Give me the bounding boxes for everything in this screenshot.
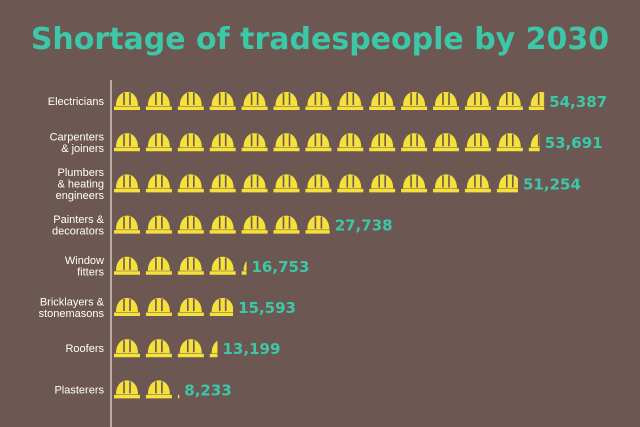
hard-hat-icon: [337, 133, 364, 152]
chart-row: Plumbers & heating engineers 51,254: [56, 167, 581, 202]
hard-hat-icon: [305, 215, 330, 234]
hard-hat-icon: [241, 133, 268, 152]
hard-hat-icon: [401, 133, 428, 152]
hard-hat-icon: [145, 133, 172, 152]
hard-hat-icon: [433, 133, 459, 152]
hard-hat-icon: [177, 92, 204, 110]
category-label: Window fitters: [65, 255, 105, 279]
hard-hat-icon: [369, 92, 396, 110]
hard-hat-icon: [337, 92, 364, 110]
hard-hat-icon: [114, 215, 140, 234]
category-label: Plumbers & heating engineers: [56, 167, 105, 202]
hard-hat-icon: [305, 133, 332, 152]
hard-hat-icon: [145, 174, 172, 193]
hard-hat-icon: [177, 394, 180, 399]
hard-hat-icon: [273, 92, 300, 110]
chart-row: Electricians 54,387: [48, 92, 607, 111]
hard-hat-icon: [145, 256, 172, 275]
chart-row: Carpenters & joiners 53,691: [50, 131, 603, 155]
hard-hat-icon: [241, 174, 268, 193]
hard-hat-icon: [177, 174, 204, 193]
hard-hat-icon: [177, 256, 204, 275]
value-label: 15,593: [238, 299, 296, 317]
category-label: Electricians: [48, 96, 105, 108]
hard-hat-icon: [369, 133, 396, 152]
hard-hat-icon: [464, 174, 491, 193]
hard-hat-icon: [464, 92, 491, 110]
chart-title: Shortage of tradespeople by 2030: [30, 22, 610, 57]
value-label: 51,254: [523, 175, 581, 193]
value-label: 54,387: [549, 93, 607, 111]
hard-hat-icon: [145, 92, 172, 110]
value-label: 53,691: [545, 134, 603, 152]
hard-hat-icon: [177, 215, 204, 234]
hard-hat-icon: [209, 298, 234, 316]
hard-hat-icon: [177, 133, 204, 152]
hard-hat-icon: [114, 92, 140, 110]
hard-hat-icon: [209, 256, 236, 275]
hard-hat-icon: [209, 174, 236, 193]
chart-row: Painters & decorators 27,738: [52, 214, 393, 238]
hard-hat-icon: [273, 215, 300, 234]
hard-hat-icon: [337, 174, 364, 193]
value-label: 13,199: [223, 340, 281, 358]
hard-hat-icon: [273, 133, 300, 152]
hard-hat-icon: [145, 298, 172, 316]
hard-hat-icon: [114, 174, 140, 193]
chart-row: Plasterers 8,233: [54, 380, 232, 399]
category-label: Plasterers: [54, 384, 104, 396]
hard-hat-icon: [114, 298, 140, 316]
value-label: 8,233: [184, 381, 231, 399]
category-label: Bricklayers & stonemasons: [39, 296, 105, 320]
hard-hat-icon: [369, 174, 396, 193]
hard-hat-icon: [496, 174, 518, 193]
hard-hat-icon: [528, 133, 540, 152]
hard-hat-icon: [114, 380, 140, 399]
category-label: Painters & decorators: [52, 214, 105, 238]
chart-row: Window fitters 16,753: [65, 255, 310, 279]
hard-hat-icon: [114, 133, 140, 152]
hard-hat-icon: [177, 298, 204, 316]
hard-hat-icon: [145, 215, 172, 234]
hard-hat-icon: [401, 174, 428, 193]
hard-hat-icon: [496, 92, 523, 110]
chart-row: Bricklayers & stonemasons 15,593: [39, 296, 296, 320]
hard-hat-icon: [209, 215, 236, 234]
hard-hat-icon: [401, 92, 428, 110]
hard-hat-icon: [209, 92, 236, 110]
value-label: 27,738: [335, 217, 393, 235]
category-label: Roofers: [65, 343, 104, 355]
hard-hat-icon: [241, 215, 268, 234]
hard-hat-icon: [145, 380, 172, 399]
hard-hat-icon: [433, 174, 459, 193]
hard-hat-icon: [209, 133, 236, 152]
hard-hat-icon: [496, 133, 523, 152]
category-label: Carpenters & joiners: [50, 131, 105, 155]
hard-hat-icon: [433, 92, 459, 110]
hard-hat-icon: [114, 256, 140, 275]
hard-hat-icon: [209, 340, 218, 358]
hard-hat-icon: [528, 92, 545, 110]
value-label: 16,753: [252, 258, 310, 276]
chart-row: Roofers 13,199: [65, 339, 280, 358]
hard-hat-icon: [273, 174, 300, 193]
hard-hat-icon: [305, 174, 332, 193]
hard-hat-icon: [145, 339, 172, 358]
hard-hat-icon: [241, 260, 247, 275]
hard-hat-icon: [241, 92, 268, 110]
hard-hat-icon: [464, 133, 491, 152]
hard-hat-icon: [177, 339, 204, 358]
hard-hat-icon: [305, 92, 332, 110]
hard-hat-icon: [114, 339, 140, 358]
